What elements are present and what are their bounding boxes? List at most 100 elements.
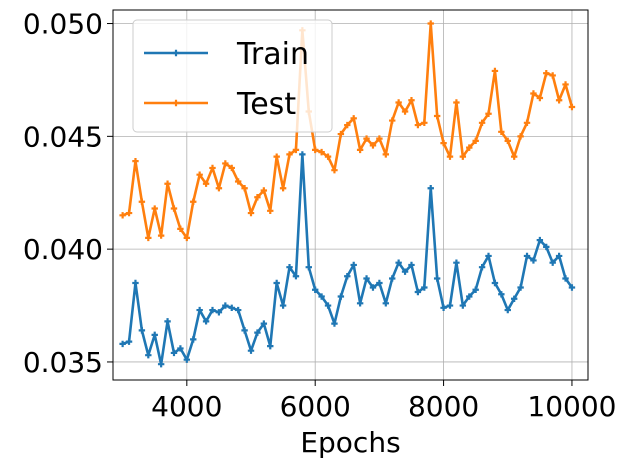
train-point — [369, 284, 377, 291]
test-point — [247, 209, 255, 217]
train-point — [228, 304, 235, 312]
legend-marker-test — [172, 99, 180, 107]
axis-ticks: 4000 6000 8000 10000 0.035 0.040 0.045 0.050 — [23, 8, 617, 423]
test-point — [318, 148, 325, 156]
test-point — [543, 69, 550, 77]
test-point — [427, 20, 434, 27]
test-point — [466, 144, 473, 151]
test-point — [222, 160, 229, 167]
train-point — [311, 286, 319, 293]
train-point — [562, 275, 569, 282]
test-point — [549, 72, 556, 79]
legend-marker-train — [172, 49, 180, 57]
train-point — [543, 243, 550, 251]
train-point — [267, 342, 274, 350]
test-point — [132, 157, 139, 165]
train-point — [356, 300, 364, 307]
train-point — [254, 329, 261, 336]
train-point — [183, 356, 191, 363]
test-point — [170, 205, 178, 212]
train-point — [530, 257, 537, 264]
train-point — [466, 293, 473, 300]
train-point — [446, 302, 454, 309]
test-point — [350, 115, 357, 122]
test-point — [311, 146, 319, 154]
train-point — [247, 347, 255, 354]
test-point — [478, 119, 486, 127]
test-point — [202, 180, 210, 187]
legend-entry-test: Test — [144, 87, 296, 122]
test-point — [536, 94, 544, 102]
train-point — [485, 252, 492, 260]
train-point — [382, 300, 390, 307]
test-point — [337, 130, 345, 138]
train-point — [478, 263, 486, 271]
test-point — [157, 232, 165, 239]
train-point — [517, 284, 524, 291]
train-point — [331, 320, 338, 327]
train-point — [145, 351, 152, 359]
train-point — [363, 275, 370, 282]
legend-label-train: Train — [236, 37, 309, 72]
test-point — [215, 185, 223, 192]
train-point — [138, 327, 146, 334]
test-point — [119, 212, 126, 219]
test-point — [485, 110, 492, 117]
test-point — [190, 198, 197, 205]
train-point — [279, 302, 287, 309]
train-point — [196, 306, 203, 314]
test-point — [344, 121, 351, 129]
test-point — [414, 121, 422, 129]
train-point — [498, 291, 505, 298]
train-point — [395, 259, 402, 266]
train-point — [177, 345, 184, 352]
train-point — [523, 252, 531, 260]
train-point — [234, 306, 242, 314]
train-point — [318, 293, 325, 300]
train-point — [241, 327, 248, 334]
train-point — [292, 273, 300, 280]
test-point — [177, 225, 184, 233]
test-point — [523, 119, 531, 127]
train-point — [324, 302, 332, 309]
test-point — [504, 137, 511, 145]
test-point — [138, 198, 146, 205]
test-point — [472, 137, 479, 145]
train-point — [440, 304, 447, 312]
test-point — [324, 153, 332, 160]
train-point — [459, 302, 467, 309]
train-point — [568, 284, 576, 291]
test-point — [196, 171, 203, 178]
y-tick-label: 0.040 — [23, 233, 103, 266]
test-point — [510, 153, 518, 160]
test-point — [279, 185, 287, 192]
test-point — [453, 99, 460, 106]
train-point — [119, 340, 126, 348]
x-tick-label: 4000 — [151, 390, 222, 423]
test-point — [568, 103, 576, 111]
test-point — [273, 153, 280, 160]
train-point — [536, 236, 544, 244]
train-point — [222, 302, 229, 309]
train-point — [209, 306, 216, 314]
train-point — [344, 273, 351, 280]
test-point — [145, 234, 152, 242]
train-point — [504, 306, 511, 314]
train-point — [164, 318, 171, 325]
test-point — [382, 151, 390, 158]
train-point — [427, 185, 434, 192]
train-point — [491, 279, 499, 287]
test-point — [517, 133, 524, 140]
test-point — [363, 135, 370, 142]
train-point — [132, 279, 139, 287]
train-point — [433, 275, 441, 282]
test-point — [286, 151, 293, 158]
train-point — [555, 252, 563, 260]
plot-series — [119, 20, 576, 368]
test-point — [260, 187, 268, 194]
train-point — [215, 309, 223, 316]
x-tick-label: 10000 — [527, 390, 616, 423]
test-point — [228, 164, 235, 172]
train-point — [337, 293, 345, 300]
